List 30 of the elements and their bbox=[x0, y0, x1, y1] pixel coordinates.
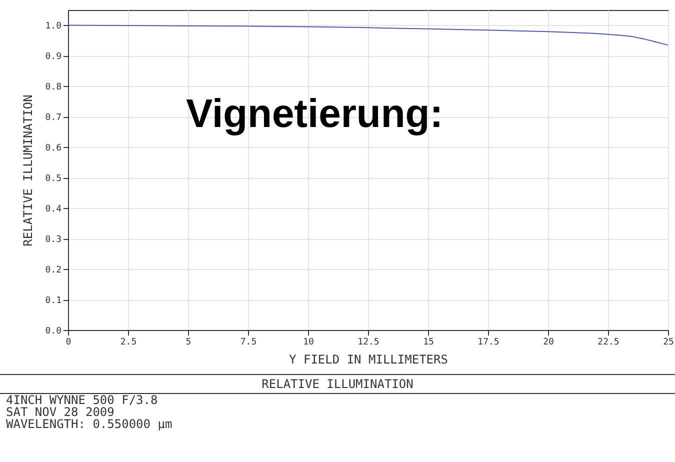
y-tick-label: 0.1 bbox=[45, 296, 62, 306]
y-tick-label: 0.0 bbox=[45, 326, 62, 336]
y-tick-label: 0.8 bbox=[45, 82, 62, 93]
y-tick-label: 0.7 bbox=[45, 113, 62, 124]
x-axis-title: Y FIELD IN MILLIMETERS bbox=[289, 352, 448, 366]
text: 4INCH WYNNE 500 F/3.8 bbox=[5, 393, 159, 407]
x-tick-label: 20 bbox=[543, 338, 554, 348]
x-tick-label: 17.5 bbox=[478, 338, 500, 348]
x-tick-label: 25 bbox=[663, 338, 674, 348]
y-tick-label: 0.6 bbox=[45, 144, 62, 154]
y-tick-label: 0.3 bbox=[45, 235, 62, 246]
y-tick-label: 0.4 bbox=[45, 204, 62, 215]
y-tick-label: 0.9 bbox=[45, 52, 62, 62]
x-tick-label: 12.5 bbox=[358, 338, 380, 348]
x-tick-label: 7.5 bbox=[240, 338, 257, 348]
y-tick-label: 1.0 bbox=[45, 22, 62, 32]
line-series bbox=[68, 24, 668, 46]
x-tick-label: 0 bbox=[66, 338, 72, 348]
y-tick-label: 0.5 bbox=[45, 174, 62, 184]
y-tick-label: 0.2 bbox=[45, 266, 62, 276]
x-tick-label: 10 bbox=[303, 338, 314, 348]
x-tick-label: 5 bbox=[186, 338, 192, 348]
annotation: Vignetierung: bbox=[186, 92, 444, 137]
text: WAVELENGTH: 0.550000 µm bbox=[5, 417, 174, 431]
text: RELATIVE ILLUMINATION bbox=[0, 374, 675, 394]
x-tick-label: 22.5 bbox=[598, 338, 620, 348]
text: SAT NOV 28 2009 bbox=[5, 405, 116, 419]
y-axis-title: RELATIVE ILLUMINATION bbox=[21, 94, 36, 246]
x-tick-label: 15 bbox=[423, 338, 434, 348]
x-tick-label: 2.5 bbox=[120, 338, 137, 348]
